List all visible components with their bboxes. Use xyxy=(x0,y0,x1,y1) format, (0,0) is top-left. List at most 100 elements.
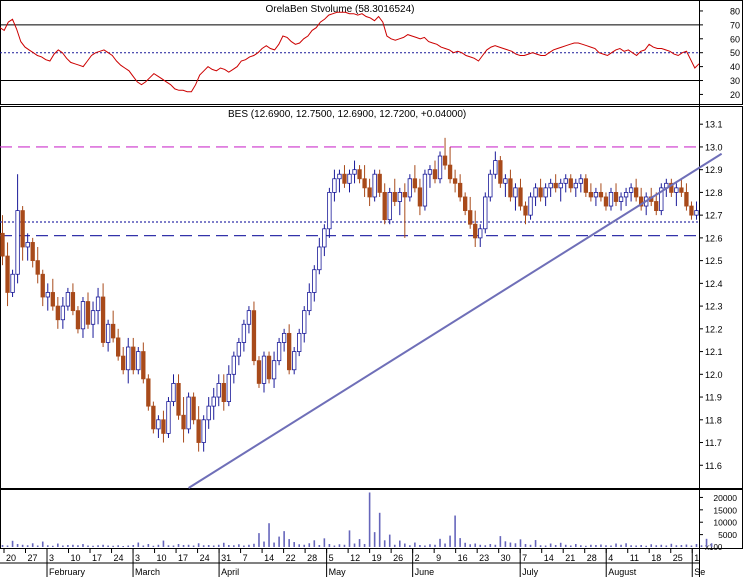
oscillator-tick-label: 70 xyxy=(730,20,740,30)
price-tick-label: 12.2 xyxy=(705,324,723,334)
price-tick-label: 12.4 xyxy=(705,279,723,289)
candle-body xyxy=(90,310,96,325)
candle-body xyxy=(654,201,659,211)
candle-body xyxy=(312,269,317,293)
candle-body xyxy=(402,192,407,198)
candle-body xyxy=(236,342,242,357)
candle-body xyxy=(307,292,312,312)
candle-body xyxy=(503,178,508,184)
candle-body xyxy=(171,383,176,402)
candle-body xyxy=(65,292,71,307)
candle-body xyxy=(543,187,548,198)
day-tick-label: 31 xyxy=(221,553,231,563)
candle-body xyxy=(20,210,25,248)
candle-body xyxy=(136,351,141,371)
candle-body xyxy=(473,223,478,239)
candle-body xyxy=(508,178,513,198)
day-tick-label: 27 xyxy=(28,553,38,563)
candle-body xyxy=(498,160,503,184)
volume-tick-label: 15000 xyxy=(713,505,737,515)
month-label: July xyxy=(522,567,539,577)
day-tick-label: 5 xyxy=(329,553,334,563)
candle-body xyxy=(483,196,488,230)
day-tick-label: 26 xyxy=(393,553,403,563)
day-tick-label: 9 xyxy=(436,553,441,563)
candle-body xyxy=(417,187,423,207)
candle-body xyxy=(352,169,357,175)
oscillator-tick-label: 50 xyxy=(730,48,740,58)
day-tick-label: 23 xyxy=(479,553,489,563)
oscillator-line xyxy=(0,11,700,93)
candle-body xyxy=(598,192,604,198)
candle-body xyxy=(578,178,583,184)
day-tick-label: 16 xyxy=(458,553,468,563)
day-tick-label: 25 xyxy=(673,553,683,563)
candle-body xyxy=(70,292,76,312)
day-tick-label: 24 xyxy=(200,553,210,563)
candle-body xyxy=(256,360,262,384)
day-tick-label: 7 xyxy=(243,553,248,563)
candle-body xyxy=(528,196,533,216)
candle-body xyxy=(261,355,267,384)
price-legend: BES (12.6900, 12.7500, 12.6900, 12.7200,… xyxy=(228,109,466,120)
candle-body xyxy=(357,169,362,180)
price-tick-label: 12.5 xyxy=(705,256,723,266)
candle-body xyxy=(85,301,91,325)
candle-body xyxy=(75,310,81,330)
candle-body xyxy=(553,182,558,189)
candle-body xyxy=(452,178,458,184)
candle-body xyxy=(689,205,694,216)
candle-body xyxy=(608,192,614,207)
candle-body xyxy=(206,405,211,421)
oscillator-tick-label: 60 xyxy=(730,34,740,44)
candle-body xyxy=(588,192,594,198)
candle-body xyxy=(463,196,468,211)
candle-body xyxy=(468,210,473,225)
candle-body xyxy=(372,173,377,198)
price-tick-label: 12.0 xyxy=(705,370,723,380)
candle-body xyxy=(457,182,463,198)
candle-body xyxy=(513,187,518,198)
candle-body xyxy=(131,346,136,371)
candle-body xyxy=(281,332,287,343)
candle-body xyxy=(548,182,553,189)
day-tick-label: 24 xyxy=(114,553,124,563)
candle-body xyxy=(337,173,342,180)
day-tick-label: 14 xyxy=(264,553,274,563)
oscillator-tick-label: 30 xyxy=(730,76,740,86)
candle-body xyxy=(161,419,166,434)
candle-body xyxy=(266,355,272,380)
candle-body xyxy=(422,173,428,207)
price-tick-label: 12.6 xyxy=(705,233,723,243)
price-tick-label: 12.1 xyxy=(705,347,723,357)
price-tick-label: 12.9 xyxy=(705,165,723,175)
candle-body xyxy=(55,305,60,321)
candle-body xyxy=(447,164,453,180)
candle-body xyxy=(10,273,15,293)
price-tick-label: 11.9 xyxy=(705,393,722,403)
day-tick-label: 17 xyxy=(178,553,188,563)
candle-body xyxy=(186,396,191,430)
candle-body xyxy=(377,173,382,193)
candle-body xyxy=(628,187,634,193)
candle-body xyxy=(271,360,277,380)
day-tick-label: 21 xyxy=(565,553,575,563)
candle-body xyxy=(442,155,448,166)
candle-body xyxy=(437,155,443,180)
candle-body xyxy=(427,169,433,175)
candle-body xyxy=(382,192,387,221)
candle-body xyxy=(684,192,689,207)
candle-body xyxy=(121,355,126,371)
candle-body xyxy=(387,192,392,221)
oscillator-legend: OrelaBen Stvolume (58.3016524) xyxy=(266,4,415,15)
candle-body xyxy=(583,178,589,193)
candle-body xyxy=(397,192,402,202)
candle-body xyxy=(191,396,196,421)
candle-body xyxy=(110,323,116,339)
candle-body xyxy=(166,401,171,434)
candle-body xyxy=(216,383,221,398)
candle-body xyxy=(251,310,257,362)
month-label: March xyxy=(135,567,160,577)
candle-body xyxy=(573,182,578,189)
